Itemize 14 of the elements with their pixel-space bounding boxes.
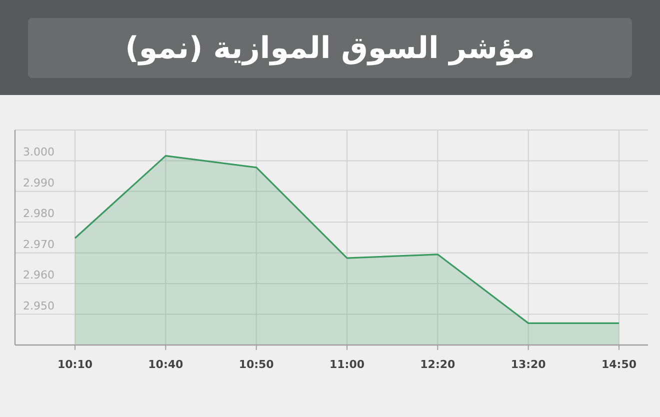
chart-title: مؤشر السوق الموازية (نمو) (125, 31, 535, 66)
x-tick-label: 11:00 (329, 358, 365, 371)
y-tick-label: 2.970 (23, 238, 54, 251)
x-tick-label: 12:20 (420, 358, 456, 371)
y-tick-label: 2.990 (23, 176, 54, 190)
x-tick-label: 10:50 (238, 358, 274, 371)
x-tick-label: 13:20 (510, 358, 546, 371)
x-tick-label: 10:10 (57, 358, 93, 371)
x-tick-label: 14:50 (601, 358, 637, 371)
y-tick-label: 2.960 (23, 268, 54, 282)
y-tick-label: 2.980 (23, 207, 54, 220)
y-tick-label: 3.000 (23, 146, 54, 159)
y-tick-label: 2.950 (23, 299, 54, 312)
x-tick-label: 10:40 (148, 358, 184, 371)
